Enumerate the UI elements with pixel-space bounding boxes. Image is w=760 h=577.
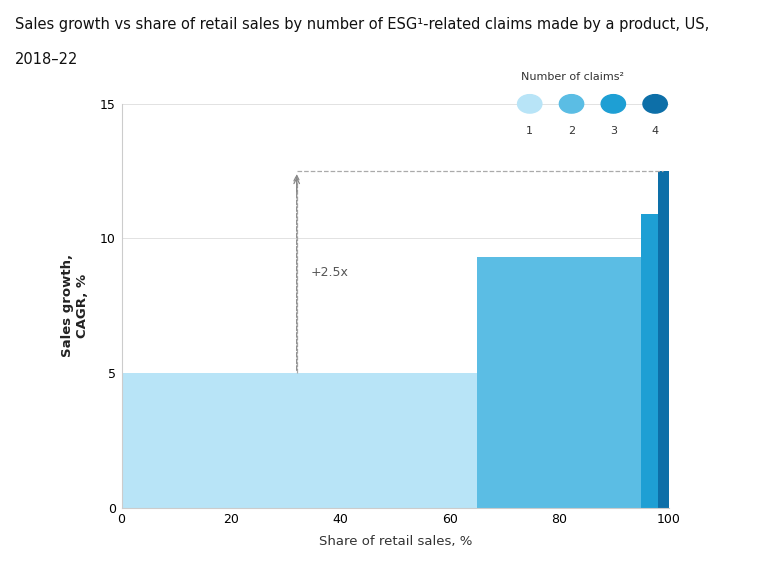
Text: Number of claims²: Number of claims² xyxy=(521,72,624,82)
Text: +2.5x: +2.5x xyxy=(310,265,348,279)
Bar xyxy=(641,214,658,508)
Bar xyxy=(658,171,669,508)
Text: 2: 2 xyxy=(568,126,575,136)
Text: 3: 3 xyxy=(610,126,617,136)
Bar xyxy=(122,373,477,508)
Text: Sales growth vs share of retail sales by number of ESG¹-related claims made by a: Sales growth vs share of retail sales by… xyxy=(15,17,709,32)
Text: 2018–22: 2018–22 xyxy=(15,52,78,67)
Bar xyxy=(477,257,641,508)
Text: 4: 4 xyxy=(651,126,659,136)
X-axis label: Share of retail sales, %: Share of retail sales, % xyxy=(318,535,472,548)
Text: 1: 1 xyxy=(526,126,534,136)
Y-axis label: Sales growth,
CAGR, %: Sales growth, CAGR, % xyxy=(61,254,89,357)
